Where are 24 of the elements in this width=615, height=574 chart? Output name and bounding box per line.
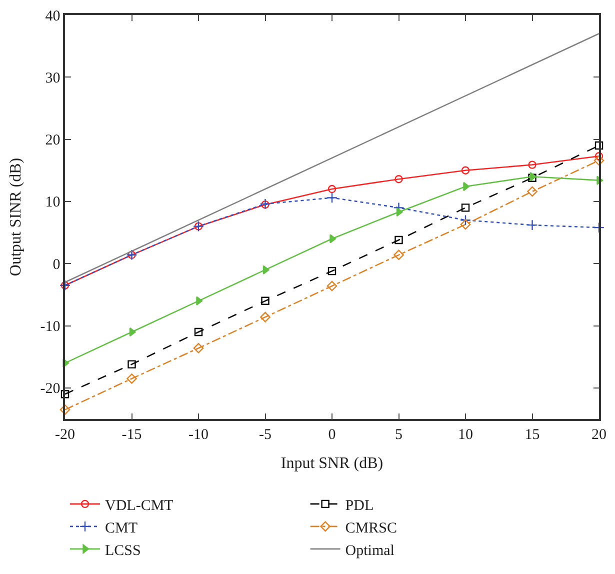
x-tick-label: 0 bbox=[328, 426, 336, 443]
y-tick-label: 30 bbox=[45, 70, 60, 86]
x-tick-label: -15 bbox=[122, 426, 142, 443]
y-tick-label: -20 bbox=[40, 381, 60, 398]
x-tick-label: -10 bbox=[188, 426, 208, 443]
legend-label: VDL-CMT bbox=[105, 498, 174, 514]
y-tick-label: 10 bbox=[45, 194, 60, 211]
x-tick-label: 5 bbox=[395, 426, 402, 443]
legend-label: LCSS bbox=[105, 542, 141, 559]
y-tick-label: -10 bbox=[40, 319, 60, 336]
y-tick-label: 0 bbox=[52, 256, 60, 273]
x-axis-title: Input SNR (dB) bbox=[280, 454, 384, 472]
y-axis-title: Output SINR (dB) bbox=[8, 158, 25, 276]
y-tick-label: 40 bbox=[45, 8, 60, 24]
x-tick-label: 10 bbox=[458, 426, 473, 443]
legend-label: CMT bbox=[105, 520, 138, 536]
x-tick-label: 20 bbox=[592, 426, 606, 443]
legend-label: CMRSC bbox=[345, 520, 398, 536]
x-tick-label: 15 bbox=[524, 426, 540, 443]
x-tick-label: -5 bbox=[259, 426, 272, 443]
legend-label: Optimal bbox=[345, 542, 394, 559]
x-tick-label: -20 bbox=[55, 426, 75, 443]
legend-label: PDL bbox=[345, 498, 374, 514]
y-tick-label: 20 bbox=[45, 132, 60, 149]
